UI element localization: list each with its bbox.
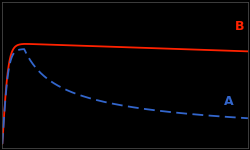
Text: A: A [224,95,233,108]
Text: B: B [235,20,244,33]
